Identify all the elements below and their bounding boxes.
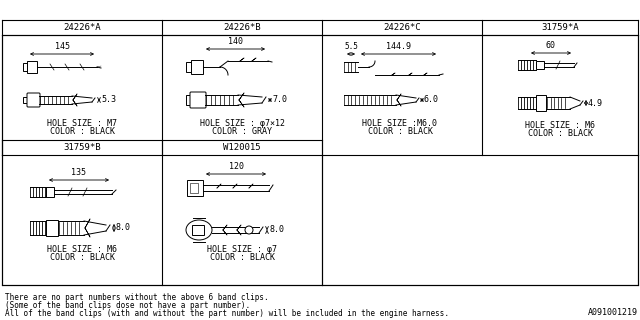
Text: HOLE SIZE : φ7×12: HOLE SIZE : φ7×12 [200, 118, 285, 127]
Bar [536, 61, 544, 69]
Text: 135: 135 [72, 168, 86, 177]
Text: 5.5: 5.5 [344, 42, 358, 51]
Text: 31759*A: 31759*A [541, 23, 579, 32]
Text: There are no part numbers without the above 6 band clips.: There are no part numbers without the ab… [5, 293, 269, 302]
Text: 24226*C: 24226*C [383, 23, 421, 32]
Text: HOLE SIZE :M6.0: HOLE SIZE :M6.0 [362, 118, 438, 127]
Text: 145: 145 [54, 42, 70, 51]
Bar [46, 187, 54, 197]
Bar [27, 61, 37, 73]
Text: 31759*B: 31759*B [63, 143, 101, 152]
Text: A091001219: A091001219 [588, 308, 638, 317]
Bar [186, 62, 191, 72]
FancyBboxPatch shape [190, 92, 206, 108]
FancyBboxPatch shape [27, 93, 40, 107]
Text: 24226*B: 24226*B [223, 23, 261, 32]
Bar [186, 95, 191, 105]
Text: 5.3: 5.3 [101, 95, 116, 105]
Text: 8.0: 8.0 [269, 226, 284, 235]
Text: 60: 60 [546, 41, 556, 50]
Bar [536, 95, 546, 111]
Text: 24226*A: 24226*A [63, 23, 101, 32]
Text: HOLE SIZE : φ7: HOLE SIZE : φ7 [207, 245, 277, 254]
Text: (Some of the band clips dose not have a part number).: (Some of the band clips dose not have a … [5, 301, 250, 310]
Text: 4.9: 4.9 [588, 99, 603, 108]
Text: HOLE SIZE : M7: HOLE SIZE : M7 [47, 118, 117, 127]
Text: COLOR : BLACK: COLOR : BLACK [209, 253, 275, 262]
Text: HOLE SIZE : M6: HOLE SIZE : M6 [525, 121, 595, 130]
Bar [192, 225, 204, 235]
Bar [23, 97, 28, 103]
Bar [190, 183, 198, 193]
Bar [2, 35, 638, 285]
Bar [187, 180, 203, 196]
Text: 144.9: 144.9 [386, 42, 411, 51]
Text: COLOR : BLACK: COLOR : BLACK [49, 126, 115, 135]
Text: COLOR : BLACK: COLOR : BLACK [49, 253, 115, 262]
Text: 140: 140 [228, 37, 243, 46]
Bar [191, 60, 203, 74]
Circle shape [245, 226, 253, 234]
Text: COLOR : BLACK: COLOR : BLACK [527, 129, 593, 138]
Text: COLOR : BLACK: COLOR : BLACK [367, 126, 433, 135]
Text: 6.0: 6.0 [424, 95, 439, 105]
Text: HOLE SIZE : M6: HOLE SIZE : M6 [47, 245, 117, 254]
Text: 7.0: 7.0 [272, 95, 287, 105]
Text: All of the band clips (with and without the part number) will be included in the: All of the band clips (with and without … [5, 309, 449, 318]
Text: 120: 120 [228, 162, 243, 171]
Text: W120015: W120015 [223, 143, 261, 152]
Bar [23, 63, 27, 71]
Ellipse shape [186, 220, 212, 240]
Bar [46, 220, 58, 236]
Text: 8.0: 8.0 [116, 223, 131, 233]
Text: COLOR : GRAY: COLOR : GRAY [212, 126, 272, 135]
